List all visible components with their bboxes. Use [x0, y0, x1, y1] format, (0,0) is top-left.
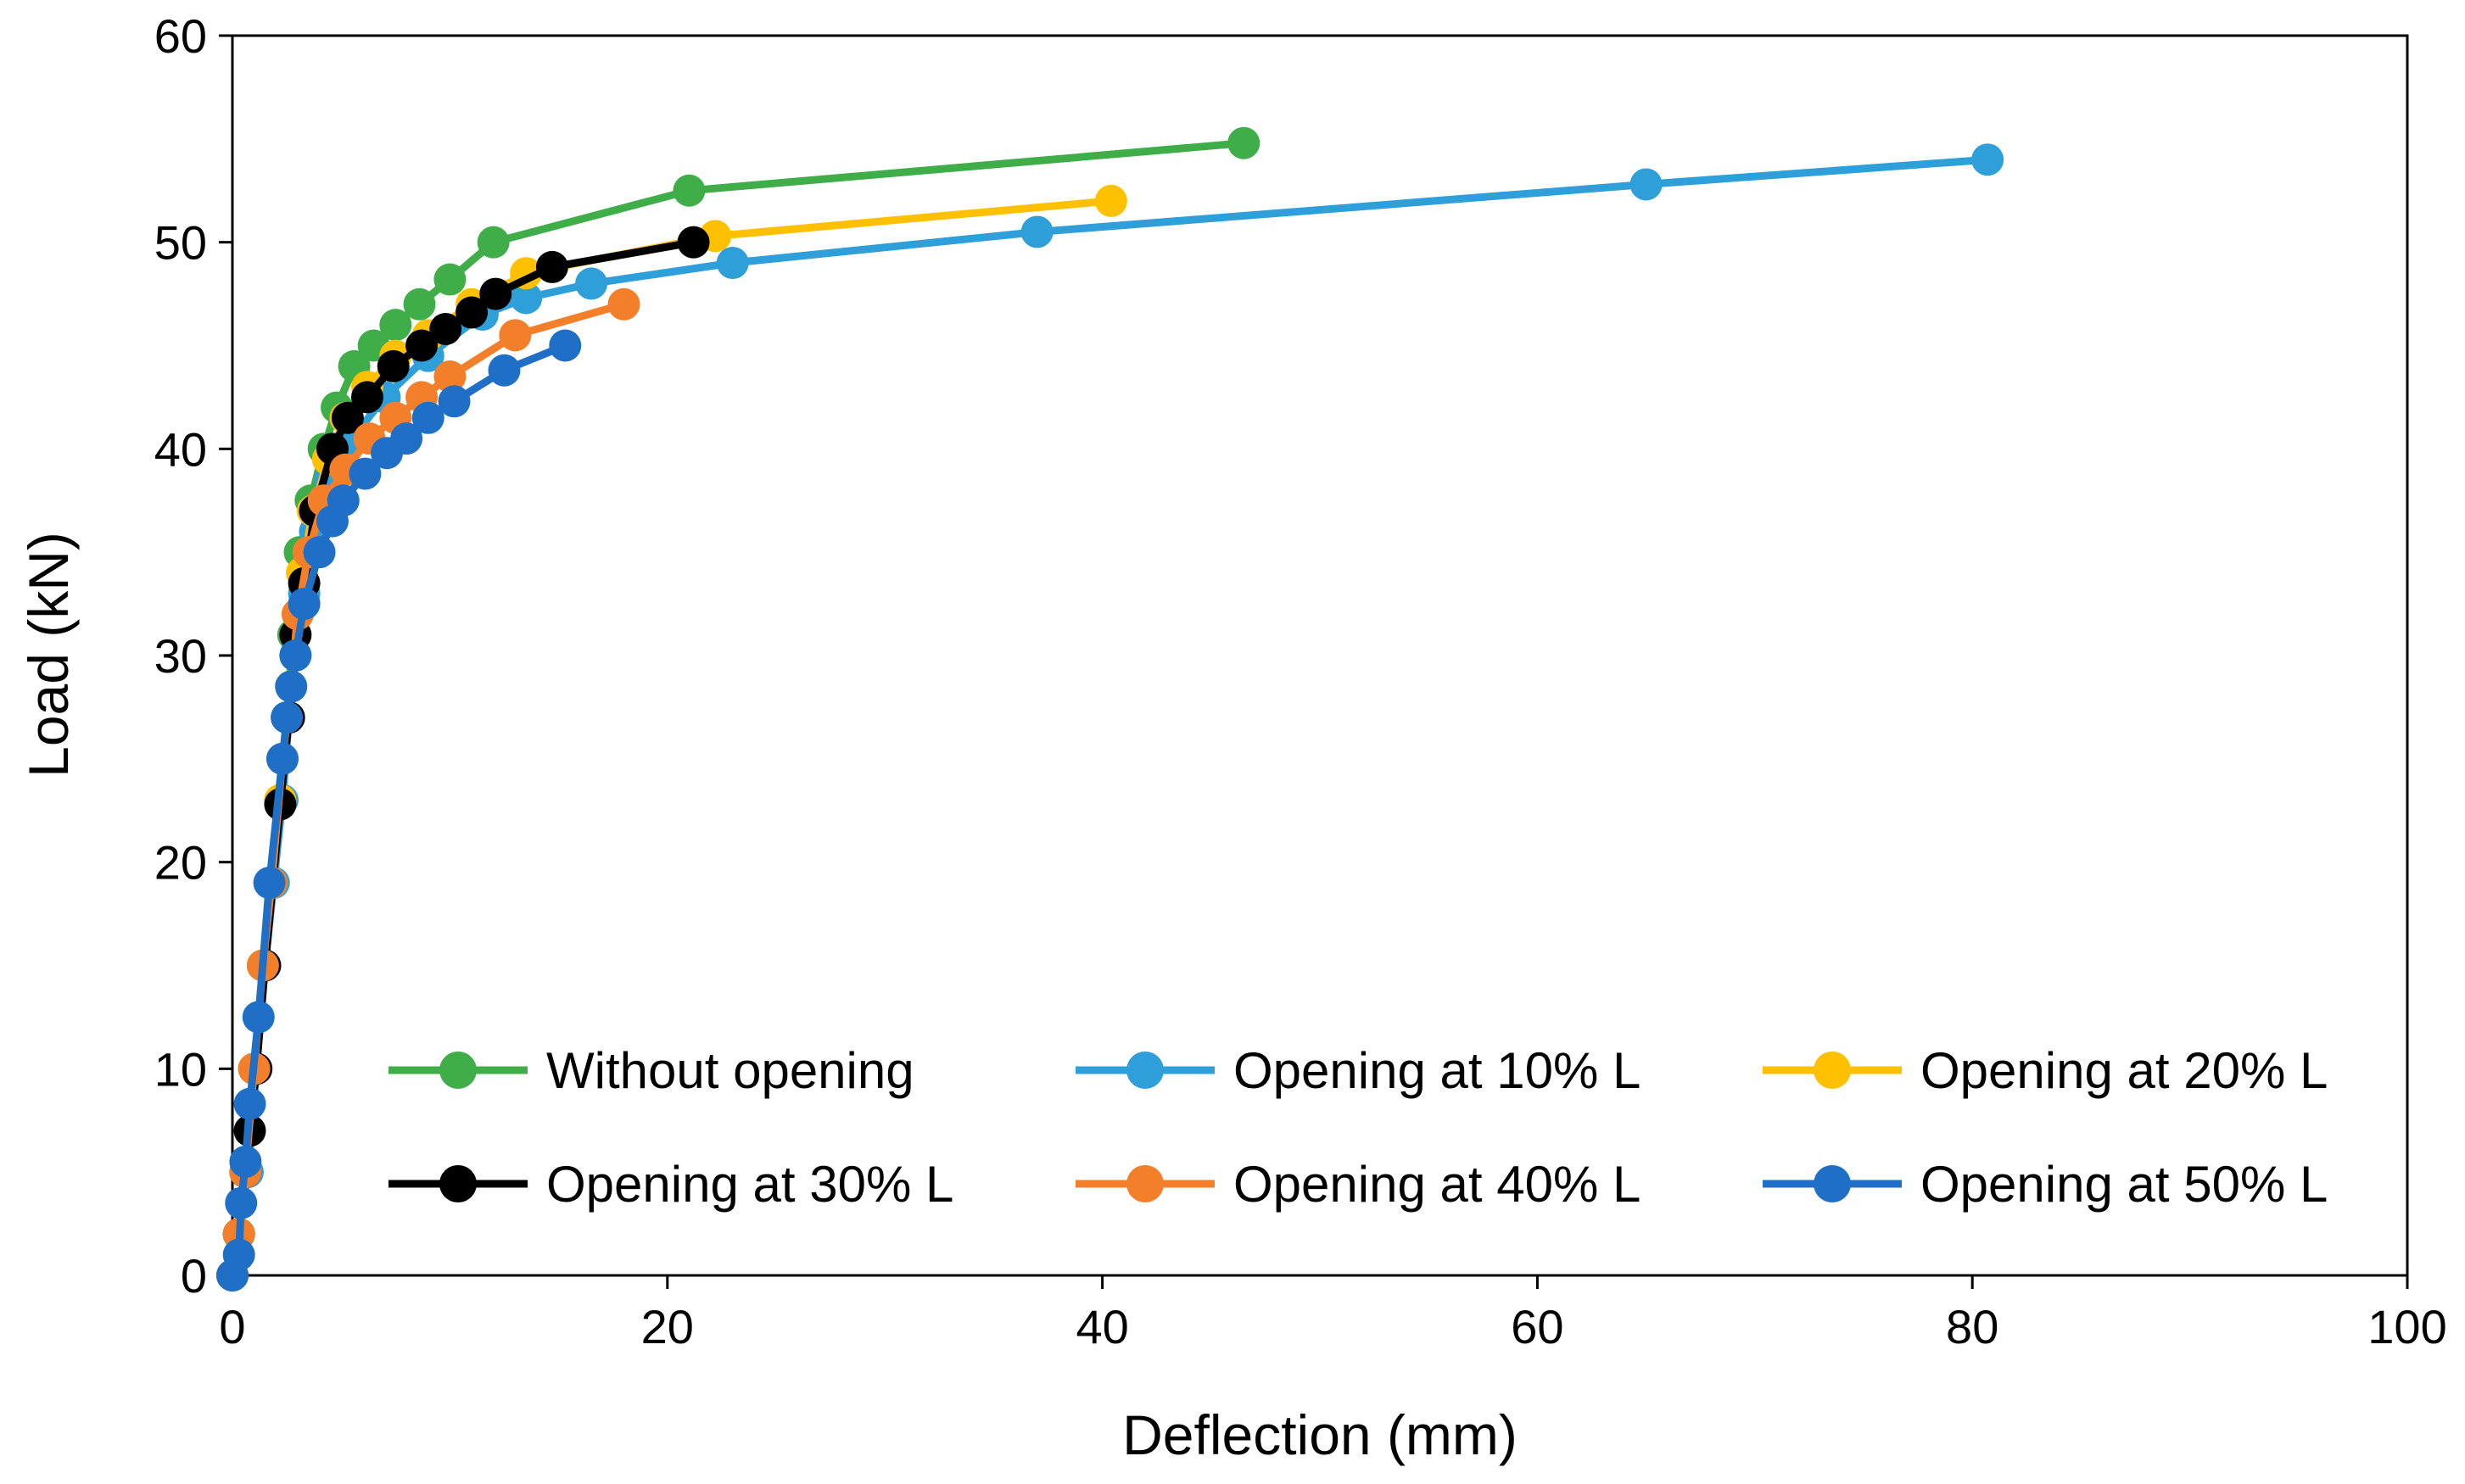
series-line [228, 139, 1248, 1280]
x-tick-label: 20 [641, 1300, 694, 1353]
data-point [390, 422, 423, 455]
data-point [1227, 126, 1260, 159]
data-point [242, 1001, 275, 1034]
data-point [673, 174, 706, 207]
data-point [607, 287, 640, 321]
legend-item-opening-at-20-l: Opening at 20% L [1763, 1042, 2328, 1099]
data-point [303, 536, 336, 569]
data-point [549, 329, 582, 362]
data-point [1629, 168, 1663, 201]
x-tick-label: 100 [2367, 1300, 2446, 1353]
data-point [479, 277, 512, 310]
y-tick-label: 50 [154, 216, 207, 270]
data-point [233, 1087, 266, 1120]
data-point [433, 360, 467, 393]
data-point [433, 263, 467, 296]
data-point [327, 484, 360, 517]
x-tick-label: 40 [1076, 1300, 1128, 1353]
data-point [275, 670, 308, 703]
series-without-opening [216, 126, 1260, 1292]
legend-swatch-marker [439, 1165, 477, 1202]
legend-label: Without opening [546, 1042, 914, 1099]
data-point [266, 742, 299, 775]
series-opening-at-50-l [216, 329, 582, 1292]
data-point [1094, 184, 1127, 217]
data-point [499, 319, 532, 352]
data-point [575, 267, 608, 300]
data-point [510, 282, 543, 315]
legend-label: Opening at 50% L [1920, 1156, 2328, 1213]
data-point [403, 287, 436, 321]
legend: Without opening Opening at 10% L Opening a… [388, 1042, 2328, 1213]
data-point [1020, 215, 1054, 248]
x-tick-label: 60 [1511, 1300, 1563, 1353]
data-point [229, 1145, 262, 1178]
y-tick-label: 40 [154, 422, 207, 476]
data-point [279, 639, 312, 672]
legend-swatch-marker [439, 1052, 477, 1089]
y-tick-label: 60 [154, 9, 207, 63]
legend-swatch-marker [1814, 1165, 1851, 1202]
data-point [379, 309, 412, 342]
data-point [1971, 143, 2004, 176]
series-line [228, 155, 1992, 1280]
y-axis-title: Load (kN) [17, 532, 80, 778]
legend-item-opening-at-40-l: Opening at 40% L [1076, 1156, 1641, 1213]
legend-swatch-marker [1814, 1052, 1851, 1089]
legend-item-without-opening: Without opening [388, 1042, 914, 1099]
data-point [411, 401, 444, 434]
data-point [350, 381, 383, 414]
data-point [271, 701, 304, 734]
data-point [288, 588, 321, 621]
legend-label: Opening at 20% L [1920, 1042, 2328, 1099]
legend-label: Opening at 10% L [1233, 1042, 1641, 1099]
legend-swatch-marker [1126, 1052, 1164, 1089]
y-tick-label: 10 [154, 1042, 207, 1096]
data-point [429, 313, 462, 346]
data-point [488, 354, 521, 387]
data-point [377, 349, 410, 382]
legend-item-opening-at-30-l: Opening at 30% L [388, 1156, 953, 1213]
data-point [677, 226, 710, 259]
data-point [535, 250, 568, 283]
data-point [477, 226, 510, 259]
y-tick-label: 30 [154, 629, 207, 683]
y-tick-label: 20 [154, 836, 207, 890]
data-point [405, 329, 439, 362]
series-layer [216, 126, 2004, 1292]
x-tick-label: 80 [1946, 1300, 1998, 1353]
data-point [331, 401, 364, 434]
data-point [225, 1186, 258, 1219]
legend-item-opening-at-50-l: Opening at 50% L [1763, 1156, 2328, 1213]
data-point [253, 867, 286, 900]
data-point [456, 296, 489, 329]
legend-label: Opening at 40% L [1233, 1156, 1641, 1213]
data-point [349, 457, 382, 490]
y-tick-label: 0 [181, 1249, 207, 1303]
axis-ticks: 0 20 40 60 80 100 0 10 20 30 40 50 60 [154, 9, 2447, 1353]
data-point [716, 247, 749, 280]
legend-label: Opening at 30% L [546, 1156, 953, 1213]
legend-item-opening-at-10-l: Opening at 10% L [1076, 1042, 1641, 1099]
legend-swatch-marker [1126, 1165, 1164, 1202]
data-point [222, 1238, 255, 1271]
x-tick-label: 0 [219, 1300, 245, 1353]
x-axis-title: Deflection (mm) [1122, 1403, 1518, 1466]
data-point [438, 385, 471, 418]
